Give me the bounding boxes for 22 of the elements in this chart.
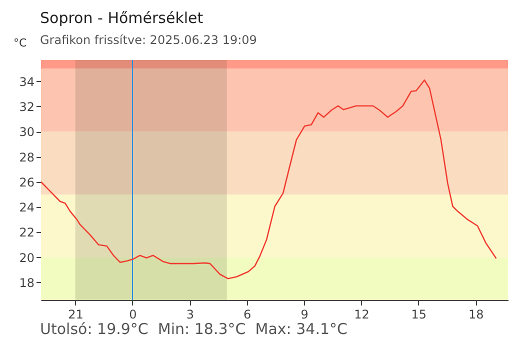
- y-tick-label: 28: [19, 150, 34, 164]
- x-tick-label: 12: [354, 308, 370, 322]
- y-tick-label: 18: [19, 276, 34, 290]
- y-tick-label: 32: [19, 100, 34, 114]
- x-tick-label: 15: [411, 308, 427, 322]
- y-tick-label: 22: [19, 226, 34, 240]
- chart-title: Sopron - Hőmérséklet: [40, 9, 204, 27]
- y-tick-label: 20: [19, 250, 34, 265]
- x-tick-label: 21: [68, 308, 84, 322]
- chart-subtitle: Grafikon frissítve: 2025.06.23 19:09: [40, 33, 257, 47]
- x-tick-label: 3: [186, 308, 194, 322]
- x-tick-label: 0: [129, 308, 137, 322]
- x-tick-label: 6: [244, 308, 252, 322]
- y-tick-label: 34: [19, 74, 34, 89]
- x-tick-label: 18: [468, 308, 484, 322]
- x-tick-label: 9: [300, 308, 308, 322]
- y-axis-title: °C: [14, 36, 27, 50]
- text: Utolsó: 19.9°C Min: 18.3°C Max: 34.1°C: [40, 320, 348, 338]
- y-tick-label: 30: [19, 125, 34, 140]
- y-tick-label: 26: [19, 175, 34, 190]
- y-tick-label: 24: [19, 200, 34, 215]
- line-series: [40, 79, 497, 280]
